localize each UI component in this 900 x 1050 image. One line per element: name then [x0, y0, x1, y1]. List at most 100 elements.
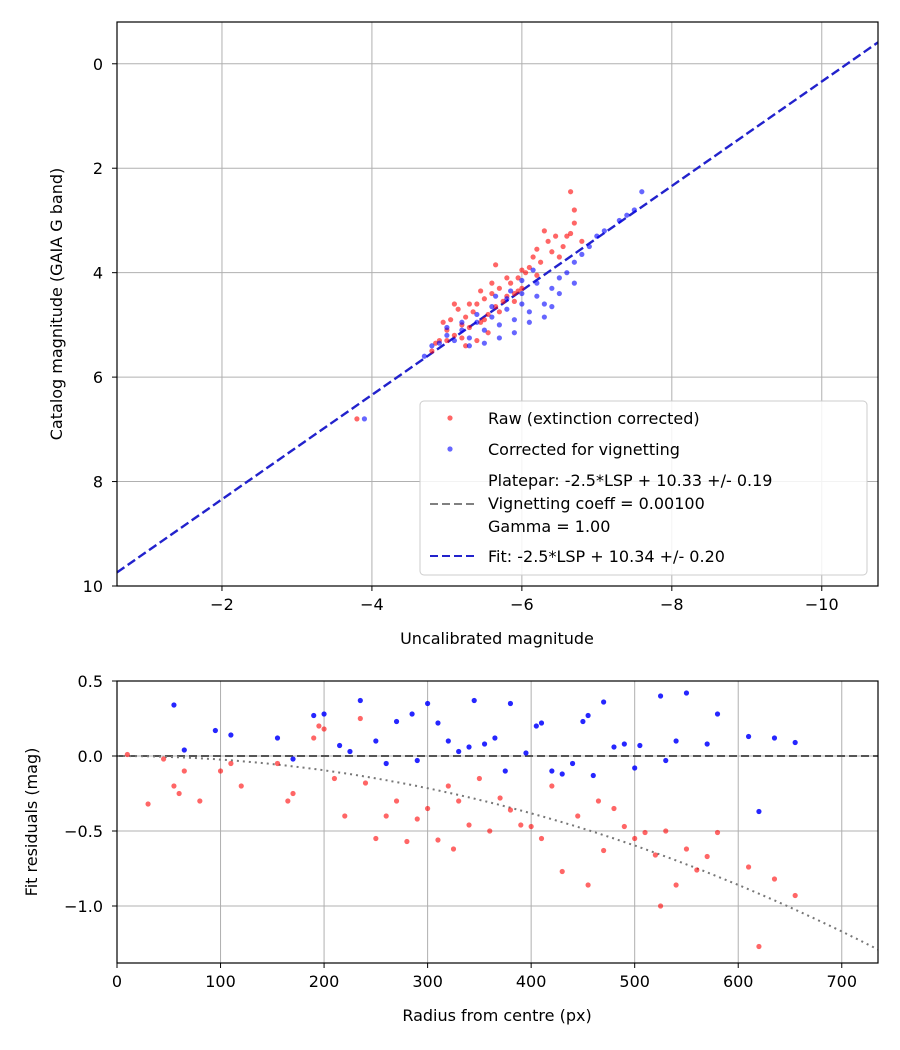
corrected-residual-point — [492, 735, 498, 741]
raw-point — [571, 207, 577, 213]
corrected-point — [496, 335, 502, 341]
corrected-residual-point — [311, 712, 317, 719]
raw-point — [459, 335, 465, 341]
raw-residual-point — [756, 943, 762, 950]
raw-point — [451, 301, 457, 307]
top-legend: Raw (extinction corrected) Corrected for… — [419, 400, 868, 576]
raw-residual-point — [393, 798, 400, 804]
corrected-residual-point — [414, 757, 420, 764]
raw-point — [463, 314, 469, 320]
bottom-y-tick-label: −0.5 — [64, 822, 103, 841]
corrected-residual-point — [290, 756, 296, 762]
raw-residual-point — [124, 751, 130, 758]
raw-residual-point — [362, 780, 369, 786]
raw-residual-point — [632, 835, 638, 842]
corrected-residual-point — [507, 700, 514, 707]
raw-point — [511, 290, 517, 297]
raw-residual-point — [663, 828, 669, 834]
corrected-point — [526, 319, 532, 325]
raw-point — [571, 220, 577, 226]
raw-residual-point — [383, 813, 389, 819]
corrected-residual-point — [663, 757, 669, 764]
raw-residual-point — [538, 835, 545, 842]
raw-point — [478, 288, 484, 294]
bottom-x-tick-label: 600 — [723, 972, 754, 991]
corrected-point — [571, 259, 577, 265]
raw-point — [538, 259, 544, 265]
corrected-point — [466, 335, 472, 341]
legend-platepar-label-1: Platepar: -2.5*LSP + 10.33 +/- 0.19 — [488, 471, 772, 490]
raw-residual-point — [621, 823, 627, 830]
raw-point — [508, 280, 514, 286]
raw-residual-point — [559, 868, 565, 875]
corrected-point — [586, 243, 592, 250]
raw-point — [478, 319, 484, 325]
corrected-point — [459, 319, 465, 325]
raw-residual-point — [466, 822, 472, 828]
raw-residual-point — [549, 783, 555, 789]
corrected-point — [579, 251, 585, 257]
corrected-residual-point — [621, 741, 627, 747]
raw-residual-point — [373, 835, 379, 842]
raw-point — [433, 340, 439, 346]
raw-point — [474, 337, 480, 344]
corrected-residual-point — [347, 748, 353, 755]
raw-point — [354, 416, 360, 422]
raw-residual-point — [487, 828, 493, 834]
corrected-point — [444, 324, 450, 331]
raw-point — [440, 319, 446, 325]
bottom-reference-lines — [117, 755, 879, 951]
top-y-tick-label: 4 — [93, 264, 103, 283]
corrected-residual-point — [637, 742, 643, 749]
top-x-tick-label: −4 — [360, 595, 384, 614]
corrected-residual-point — [714, 711, 721, 717]
corrected-residual-point — [771, 735, 778, 741]
corrected-point — [481, 327, 487, 333]
raw-point — [523, 270, 529, 276]
corrected-residual-point — [228, 732, 234, 738]
corrected-point — [508, 288, 514, 294]
corrected-residual-point — [409, 711, 415, 717]
top-x-tick-label: −2 — [210, 595, 234, 614]
raw-residual-point — [331, 775, 338, 782]
raw-residual-point — [197, 798, 203, 804]
raw-point — [481, 317, 487, 323]
corrected-residual-point — [502, 768, 508, 774]
top-y-tick-label: 10 — [83, 577, 103, 596]
raw-residual-point — [145, 801, 151, 807]
raw-residual-point — [176, 790, 182, 797]
raw-residual-point — [450, 846, 457, 852]
corrected-residual-point — [673, 738, 679, 744]
corrected-point — [444, 332, 450, 338]
raw-residual-point — [507, 807, 514, 813]
raw-residual-point — [228, 760, 234, 767]
raw-residual-point — [601, 847, 607, 854]
raw-residual-point — [316, 723, 322, 729]
raw-point — [519, 267, 525, 273]
corrected-residual-point — [393, 718, 400, 725]
raw-point — [500, 298, 506, 304]
corrected-residual-point — [533, 723, 539, 729]
top-y-tick-label: 8 — [93, 473, 103, 492]
corrected-residual-point — [471, 697, 477, 704]
corrected-residual-point — [559, 771, 565, 777]
bottom-axes-frame — [116, 680, 879, 964]
corrected-point — [519, 301, 525, 307]
raw-point — [470, 309, 476, 315]
top-axes-frame — [116, 21, 879, 587]
bottom-y-tick-label: 0.0 — [78, 747, 103, 766]
raw-point — [579, 238, 585, 244]
legend-raw-label: Raw (extinction corrected) — [488, 409, 700, 428]
corrected-residual-point — [466, 744, 472, 750]
corrected-point — [474, 311, 480, 318]
raw-residual-point — [528, 823, 534, 830]
corrected-point — [534, 293, 540, 299]
raw-residual-point — [476, 775, 482, 782]
corrected-residual-point — [337, 742, 343, 749]
corrected-point — [571, 280, 577, 286]
raw-residual-point — [181, 768, 187, 774]
corrected-residual-point — [274, 735, 281, 741]
raw-point — [448, 317, 454, 323]
raw-residual-point — [456, 798, 462, 804]
raw-point — [541, 228, 547, 234]
